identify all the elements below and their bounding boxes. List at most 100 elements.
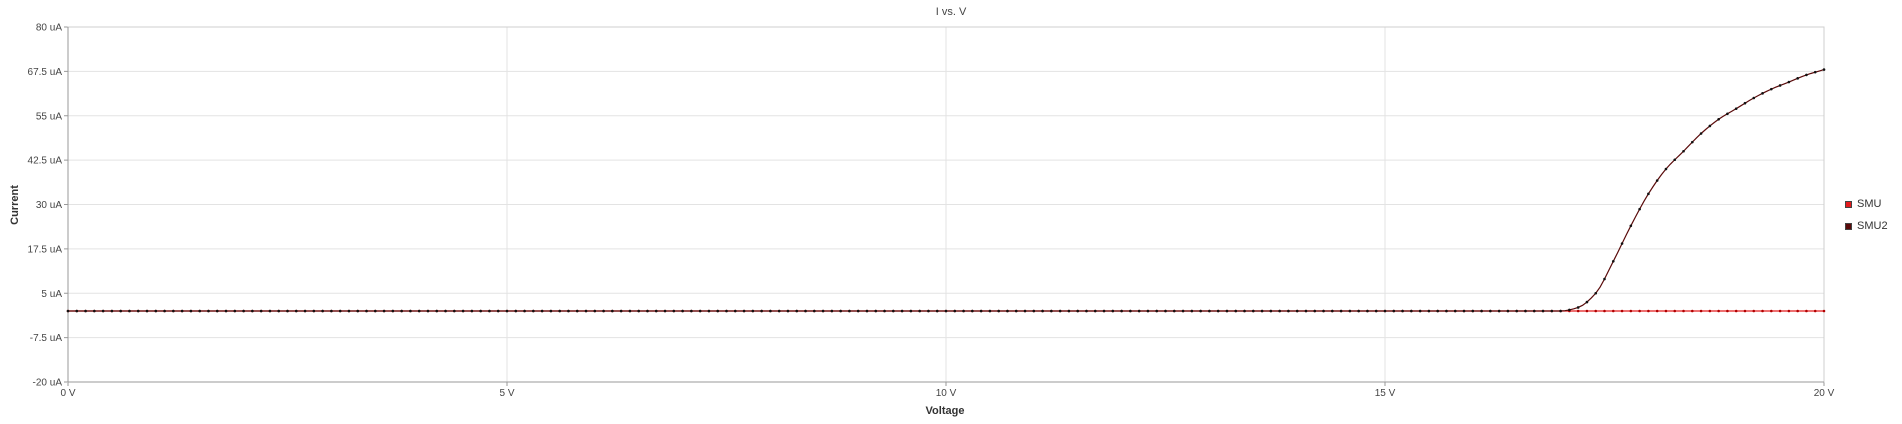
- legend-label-smu: SMU: [1857, 198, 1882, 210]
- data-point: [1620, 242, 1624, 245]
- data-point: [1234, 309, 1238, 313]
- data-point: [101, 309, 105, 313]
- y-tick-label: -7.5 uA: [30, 333, 63, 344]
- x-tick-label: 20 V: [1814, 388, 1835, 399]
- axes: -20 uA -7.5 uA 5 uA 17.5 uA 30 uA 42.5 uA 55 u…: [28, 23, 1835, 400]
- data-point: [1743, 309, 1747, 313]
- data-point: [909, 309, 913, 313]
- data-point: [777, 309, 781, 313]
- data-point: [1805, 73, 1808, 77]
- data-point: [461, 309, 465, 313]
- data-point: [1322, 309, 1325, 313]
- data-point: [242, 309, 245, 313]
- data-point: [1515, 309, 1518, 313]
- data-point: [795, 309, 799, 313]
- data-point: [1252, 309, 1255, 313]
- data-point: [1427, 309, 1431, 313]
- data-point: [1462, 309, 1466, 313]
- legend-item-smu2[interactable]: SMU2: [1845, 215, 1888, 237]
- data-point: [593, 309, 597, 313]
- data-point: [848, 309, 851, 313]
- data-point: [1682, 309, 1685, 313]
- data-point: [1778, 309, 1782, 313]
- data-point: [1708, 309, 1712, 313]
- data-point: [426, 309, 430, 313]
- data-point: [312, 309, 316, 313]
- y-tick-label: 17.5 uA: [28, 244, 63, 255]
- data-point: [488, 309, 491, 313]
- data-point: [1638, 207, 1641, 211]
- data-point: [1348, 309, 1352, 313]
- data-point: [1006, 309, 1009, 313]
- data-point: [1629, 224, 1633, 228]
- data-point: [532, 309, 535, 313]
- data-point: [1058, 309, 1062, 313]
- data-point: [1489, 309, 1492, 313]
- data-point: [93, 309, 96, 313]
- data-point: [1076, 309, 1079, 313]
- data-point: [628, 309, 632, 313]
- data-point: [479, 309, 482, 313]
- data-point: [742, 309, 746, 313]
- data-point: [110, 309, 114, 313]
- x-axis-label: Voltage: [926, 405, 965, 417]
- data-point: [470, 309, 474, 313]
- data-point: [224, 309, 228, 313]
- data-point: [935, 309, 939, 313]
- data-point: [435, 309, 439, 313]
- data-point: [1199, 309, 1202, 313]
- data-point: [1243, 309, 1246, 313]
- data-point: [1691, 309, 1694, 313]
- data-point: [1085, 309, 1088, 313]
- data-point: [128, 309, 131, 313]
- data-point: [1357, 309, 1360, 313]
- y-axis-label: Current: [9, 185, 21, 225]
- data-point: [1761, 309, 1764, 313]
- data-point: [277, 309, 281, 313]
- data-point: [1576, 309, 1580, 313]
- data-point: [1401, 309, 1404, 313]
- data-point: [769, 309, 772, 313]
- data-point: [918, 309, 921, 313]
- legend-item-smu[interactable]: SMU: [1845, 193, 1888, 215]
- data-point: [1585, 300, 1589, 304]
- data-point: [505, 309, 509, 313]
- data-point: [215, 309, 219, 313]
- data-point: [172, 309, 175, 313]
- data-point: [180, 309, 184, 313]
- data-point: [365, 309, 368, 313]
- data-point: [1295, 309, 1299, 313]
- data-point: [540, 309, 544, 313]
- data-point: [1313, 309, 1317, 313]
- y-tick-label: 5 uA: [41, 289, 62, 300]
- data-point: [1717, 309, 1720, 313]
- data-point: [496, 309, 500, 313]
- data-point: [804, 309, 807, 313]
- data-point: [892, 309, 895, 313]
- data-point: [453, 309, 456, 313]
- data-point: [189, 309, 193, 313]
- data-point: [1023, 309, 1027, 313]
- data-point: [1225, 309, 1229, 313]
- data-point: [997, 309, 1000, 313]
- data-point: [1805, 309, 1808, 313]
- data-point: [1269, 309, 1273, 313]
- data-point: [417, 309, 421, 313]
- chart-title: I vs. V: [936, 6, 967, 18]
- data-point: [1418, 309, 1422, 313]
- data-point: [1436, 309, 1439, 313]
- series-layer: [66, 68, 1826, 313]
- data-point: [681, 309, 684, 313]
- data-point: [1050, 309, 1053, 313]
- data-point: [409, 309, 412, 313]
- data-point: [813, 309, 816, 313]
- data-point: [207, 309, 210, 313]
- data-point: [1146, 309, 1150, 313]
- data-point: [602, 309, 605, 313]
- data-point: [927, 309, 930, 313]
- data-point: [760, 309, 763, 313]
- data-point: [830, 309, 834, 313]
- data-point: [1392, 309, 1396, 313]
- data-point: [663, 309, 667, 313]
- data-point: [1410, 309, 1413, 313]
